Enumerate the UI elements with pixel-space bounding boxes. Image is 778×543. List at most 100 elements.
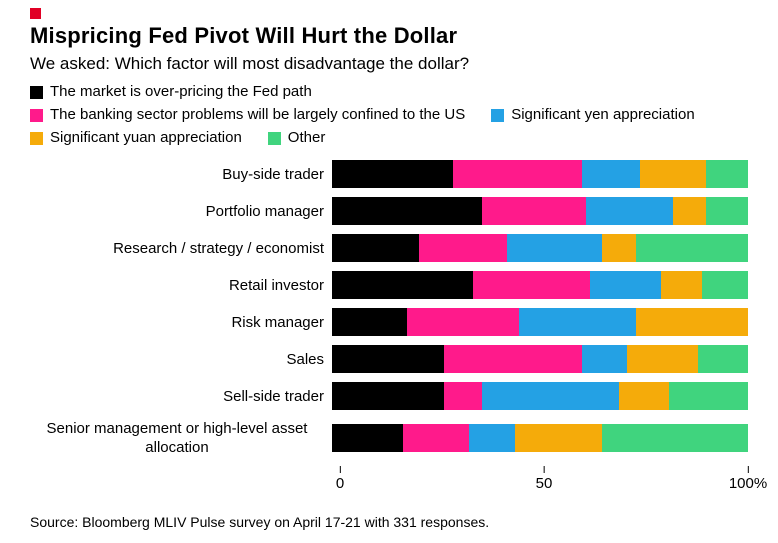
bar-segment: [660, 271, 703, 299]
category-label: Research / strategy / economist: [30, 239, 332, 258]
chart-row: Retail investor: [30, 271, 748, 299]
bar-segment: [619, 382, 669, 410]
tick-mark: [747, 466, 749, 473]
category-label: Retail investor: [30, 276, 332, 295]
stacked-bar: [332, 345, 748, 373]
category-label-text: Sales: [286, 350, 324, 368]
category-label: Buy-side trader: [30, 165, 332, 184]
bar-segment: [444, 345, 582, 373]
bar-segment: [332, 308, 407, 336]
legend-item-0: The market is over-pricing the Fed path: [30, 82, 312, 102]
bar-segment: [585, 197, 674, 225]
bar-segment: [515, 424, 603, 452]
bar-segment: [332, 345, 445, 373]
bar-segment: [519, 308, 636, 336]
bar-segment: [332, 197, 482, 225]
legend-swatch-icon: [267, 131, 281, 145]
bar-segment: [589, 271, 661, 299]
tick-label: 50: [535, 475, 553, 492]
chart-subtitle: We asked: Which factor will most disadva…: [30, 54, 470, 73]
bloomberg-red-square-icon: [30, 8, 41, 19]
bar-segment: [506, 234, 603, 262]
category-label-text: Portfolio manager: [205, 202, 324, 220]
chart-row: Sales: [30, 345, 748, 373]
bar-segment: [473, 271, 590, 299]
legend-item-2: Significant yen appreciation: [491, 105, 695, 125]
bar-segment: [635, 234, 748, 262]
legend-swatch-icon: [30, 131, 43, 145]
bar-segment: [706, 197, 748, 225]
category-label: Sell-side trader: [30, 387, 332, 406]
bar-segment: [602, 234, 636, 262]
category-label: Senior management or high-level asset al…: [30, 419, 332, 457]
category-label-text: Risk manager: [231, 313, 324, 331]
bar-segment: [627, 345, 699, 373]
bar-segment: [635, 308, 748, 336]
tick-mark: [543, 466, 545, 473]
bar-segment: [332, 424, 403, 452]
bar-segment: [668, 382, 748, 410]
bar-segment: [698, 345, 748, 373]
category-label: Sales: [30, 350, 332, 369]
stacked-bar-chart: Buy-side trader Portfolio manager Research…: [30, 160, 748, 457]
category-label-text: Research / strategy / economist: [113, 239, 324, 257]
bar-segment: [332, 234, 420, 262]
stacked-bar: [332, 197, 748, 225]
bar-segment: [581, 345, 628, 373]
legend-label: The banking sector problems will be larg…: [50, 106, 466, 123]
category-label-text: Senior management or high-level asset al…: [46, 420, 308, 456]
chart-row: Buy-side trader: [30, 160, 748, 188]
legend-swatch-icon: [491, 108, 505, 122]
legend-item-3: Significant yuan appreciation: [30, 128, 242, 148]
legend: The market is over-pricing the Fed path T…: [30, 82, 748, 148]
bar-segment: [419, 234, 507, 262]
bar-segment: [444, 382, 482, 410]
category-label-text: Sell-side trader: [223, 387, 324, 405]
legend-label: Significant yuan appreciation: [50, 129, 242, 146]
bar-segment: [452, 160, 582, 188]
bar-segment: [469, 424, 516, 452]
bar-segment: [406, 308, 520, 336]
bar-segment: [332, 271, 474, 299]
source-note: Source: Bloomberg MLIV Pulse survey on A…: [30, 514, 490, 530]
bar-segment: [673, 197, 707, 225]
bar-segment: [332, 160, 453, 188]
stacked-bar: [332, 234, 748, 262]
stacked-bar: [332, 424, 748, 452]
category-label: Risk manager: [30, 313, 332, 332]
legend-label: The market is over-pricing the Fed path: [50, 83, 312, 100]
bar-segment: [702, 271, 748, 299]
legend-swatch-icon: [30, 108, 43, 122]
legend-item-1: The banking sector problems will be larg…: [30, 105, 465, 125]
legend-swatch-icon: [30, 85, 43, 99]
chart-title: Mispricing Fed Pivot Will Hurt the Dolla…: [30, 23, 458, 48]
stacked-bar: [332, 160, 748, 188]
stacked-bar: [332, 308, 748, 336]
category-label: Portfolio manager: [30, 202, 332, 221]
bar-segment: [481, 197, 586, 225]
tick-mark: [339, 466, 341, 473]
bar-segment: [481, 382, 620, 410]
bar-segment: [706, 160, 748, 188]
stacked-bar: [332, 271, 748, 299]
tick-label: 100%: [728, 475, 768, 492]
bar-segment: [332, 382, 445, 410]
legend-label: Other: [287, 129, 326, 146]
bar-segment: [639, 160, 707, 188]
axis-tick: 100%: [729, 466, 767, 493]
category-label-text: Buy-side trader: [222, 165, 324, 183]
chart-row: Risk manager: [30, 308, 748, 336]
x-axis: 0 50 100%: [336, 466, 767, 496]
chart-row: Senior management or high-level asset al…: [30, 419, 748, 457]
bar-segment: [602, 424, 748, 452]
bar-segment: [402, 424, 470, 452]
legend-item-4: Other: [267, 128, 326, 148]
tick-label: 0: [335, 475, 345, 492]
axis-tick: 0: [336, 466, 344, 493]
chart-row: Portfolio manager: [30, 197, 748, 225]
axis-tick: 50: [535, 466, 553, 493]
chart-row: Research / strategy / economist: [30, 234, 748, 262]
chart-row: Sell-side trader: [30, 382, 748, 410]
category-label-text: Retail investor: [228, 276, 324, 294]
